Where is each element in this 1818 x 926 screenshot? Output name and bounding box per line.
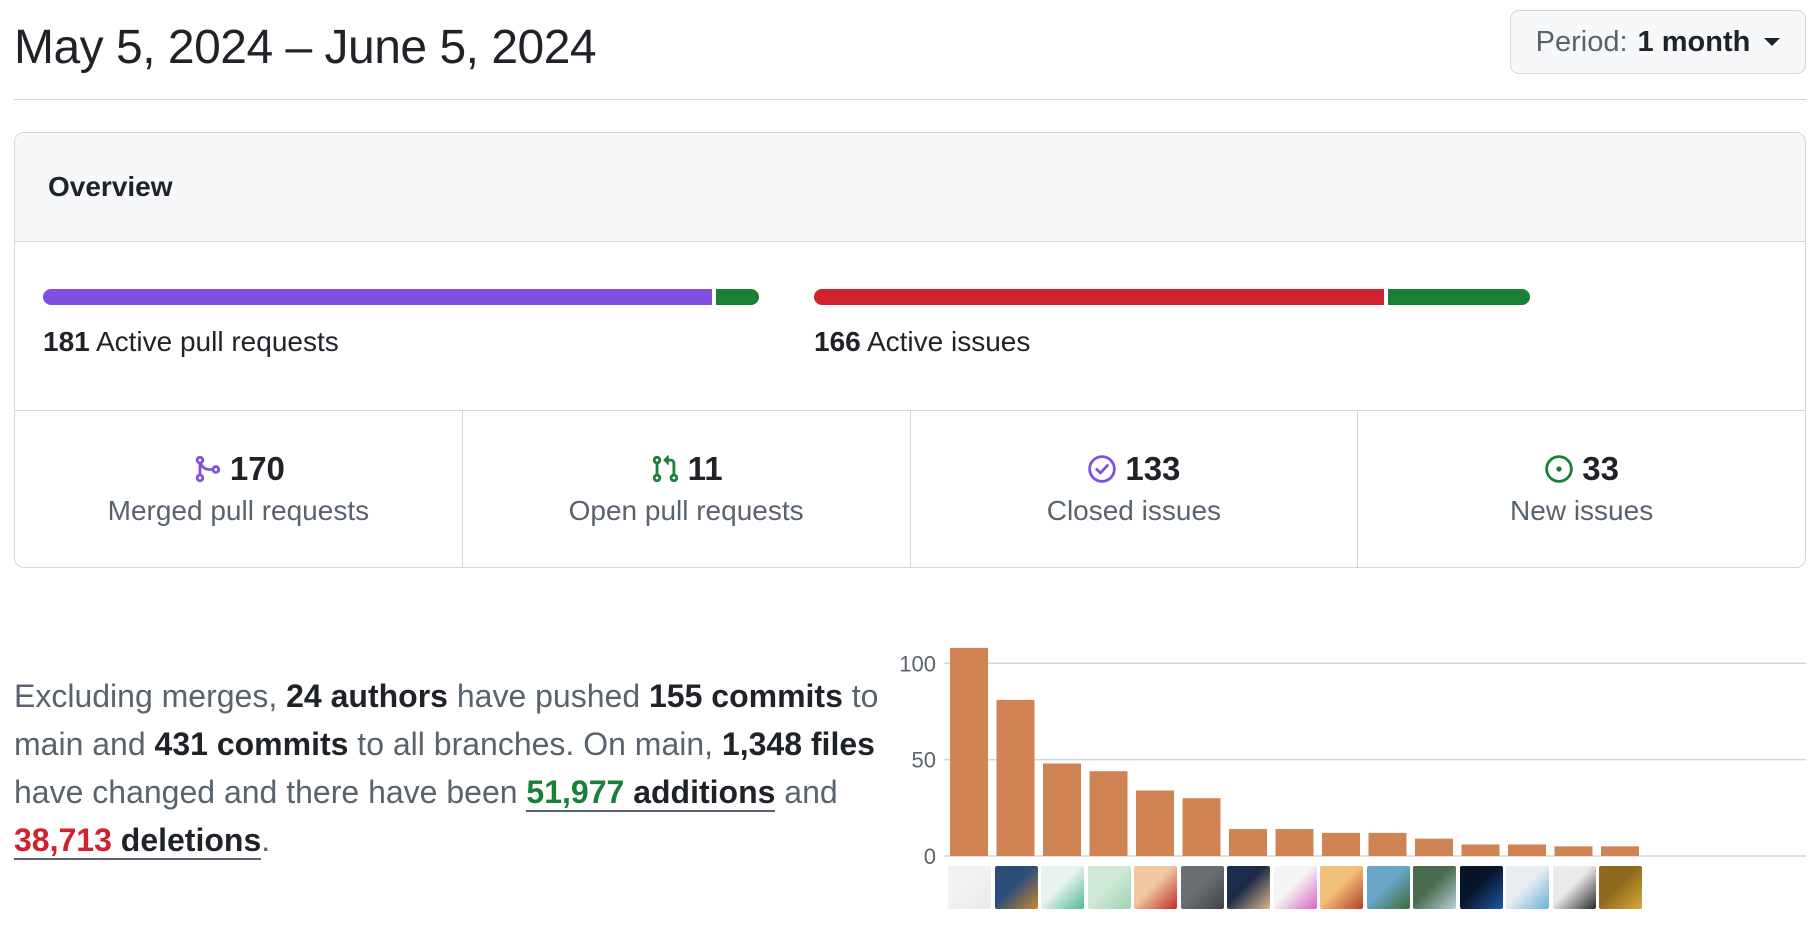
bar-contributor-8[interactable] — [1275, 829, 1314, 856]
contributors-bar-chart: 0 50 100 — [900, 640, 1806, 926]
y-tick-label: 50 — [912, 748, 936, 773]
avatar-identicon-icon[interactable] — [1041, 866, 1084, 909]
pull-requests-ratio-bar — [43, 289, 759, 305]
issues-ratio-bar — [814, 289, 1530, 305]
deletions-word: deletions — [111, 822, 262, 858]
bar-contributor-6[interactable] — [1182, 798, 1221, 856]
deletions-count: 38,713 — [14, 822, 112, 858]
active-pull-requests-text: Active pull requests — [95, 326, 339, 357]
git-pull-request-icon — [652, 455, 678, 483]
bar-contributor-7[interactable] — [1229, 829, 1267, 856]
files-changed-count: 1,348 files — [721, 726, 875, 762]
avatar-person-icon[interactable] — [948, 866, 991, 909]
avatar-landscape-icon[interactable] — [1599, 866, 1642, 909]
active-issues-count: 166 — [814, 326, 861, 357]
bar-contributor-2[interactable] — [996, 699, 1035, 856]
avatar-person-icon[interactable] — [1227, 866, 1270, 909]
additions-word: additions — [624, 774, 776, 810]
avatar-identicon-icon[interactable] — [1273, 866, 1317, 909]
stat-closed-issues[interactable]: 133 Closed issues — [911, 411, 1359, 567]
bar-contributor-11[interactable] — [1415, 838, 1453, 856]
y-tick-label: 0 — [924, 844, 936, 866]
open-pr-segment — [715, 289, 759, 305]
commit-summary: Excluding merges, 24 authors have pushed… — [14, 672, 894, 864]
additions-link[interactable]: 51,977 additions — [526, 774, 776, 812]
active-issues-text: Active issues — [866, 326, 1031, 357]
overview-box: Overview 181 Active pull requests 166 Ac… — [14, 132, 1806, 568]
bar-contributor-3[interactable] — [1043, 763, 1081, 856]
closed-issues-count: 133 — [1125, 450, 1181, 487]
authors-count: 24 authors — [286, 678, 448, 714]
summary-text: have pushed — [447, 678, 649, 714]
summary-text: Excluding merges, — [14, 678, 287, 714]
bar-contributor-1[interactable] — [950, 647, 988, 856]
new-issues-count: 33 — [1582, 450, 1619, 487]
bar-contributor-13[interactable] — [1508, 844, 1546, 856]
new-issues-segment — [1387, 289, 1530, 305]
git-merge-icon — [195, 455, 220, 483]
avatar-person-icon[interactable] — [1180, 866, 1224, 909]
issue-closed-icon — [1088, 455, 1117, 483]
avatar-cartoon-icon[interactable] — [1552, 866, 1596, 909]
deletions-link[interactable]: 38,713 deletions — [14, 822, 262, 860]
active-issues-label[interactable]: 166 Active issues — [814, 326, 1030, 358]
merged-pull-requests-count: 170 — [229, 450, 285, 487]
summary-text: to main and — [14, 678, 879, 762]
commits-all-count: 431 commits — [154, 726, 349, 762]
overview-title: Overview — [48, 171, 173, 202]
bar-contributor-12[interactable] — [1461, 844, 1500, 856]
active-pull-requests-count: 181 — [43, 326, 90, 357]
y-tick-label: 100 — [900, 651, 936, 676]
stat-new-issues[interactable]: 33 New issues — [1358, 411, 1805, 567]
merged-pull-requests-label: Merged pull requests — [107, 495, 370, 526]
closed-issues-segment — [814, 289, 1384, 305]
date-range-title: May 5, 2024 – June 5, 2024 — [14, 21, 597, 74]
stat-merged-pull-requests[interactable]: 170 Merged pull requests — [15, 411, 463, 567]
period-value: 1 month — [1637, 25, 1751, 58]
avatar-cartoon-icon[interactable] — [1134, 866, 1177, 909]
overview-header: Overview — [15, 133, 1805, 242]
avatar-cartoon-icon[interactable] — [1320, 866, 1363, 909]
summary-text: have changed and there have been — [14, 774, 527, 810]
period-dropdown-button[interactable]: Period: 1 month — [1510, 10, 1806, 74]
bar-contributor-5[interactable] — [1136, 790, 1174, 856]
closed-issues-label: Closed issues — [1046, 495, 1222, 526]
bar-chart-canvas: 0 50 100 — [900, 647, 1806, 866]
commits-main-count: 155 commits — [649, 678, 843, 714]
page-header: May 5, 2024 – June 5, 2024 Period: 1 mon… — [14, 0, 1806, 100]
caret-down-icon — [1764, 38, 1781, 46]
issue-opened-icon — [1545, 455, 1574, 483]
additions-count: 51,977 — [526, 774, 625, 810]
stat-open-pull-requests[interactable]: 11 Open pull requests — [463, 411, 911, 567]
bar-contributor-10[interactable] — [1368, 832, 1407, 856]
avatar-ghost-icon[interactable] — [1087, 866, 1131, 909]
bar-contributor-4[interactable] — [1089, 771, 1128, 856]
open-pull-requests-label: Open pull requests — [568, 495, 804, 526]
avatar-planet-icon[interactable] — [1459, 866, 1503, 909]
active-pull-requests-label[interactable]: 181 Active pull requests — [43, 326, 339, 358]
summary-text: to all branches. On main, — [348, 726, 722, 762]
avatar-gradient-icon[interactable] — [1506, 866, 1549, 909]
summary-text: . — [261, 822, 271, 858]
merged-pr-segment — [43, 289, 712, 305]
summary-text: and — [775, 774, 838, 810]
bar-contributor-9[interactable] — [1322, 832, 1360, 856]
avatar-robot-icon[interactable] — [1413, 866, 1456, 909]
bar-contributor-15[interactable] — [1601, 846, 1639, 856]
avatar-cartoon-icon[interactable] — [1366, 866, 1410, 909]
contributor-avatars — [900, 866, 1806, 914]
period-label: Period: — [1535, 25, 1628, 58]
stats-row: 170 Merged pull requests 11 Open pull re… — [15, 410, 1805, 567]
new-issues-label: New issues — [1510, 495, 1654, 526]
avatar-robot-icon[interactable] — [994, 866, 1038, 909]
open-pull-requests-count: 11 — [687, 450, 723, 487]
bar-contributor-14[interactable] — [1554, 846, 1593, 856]
